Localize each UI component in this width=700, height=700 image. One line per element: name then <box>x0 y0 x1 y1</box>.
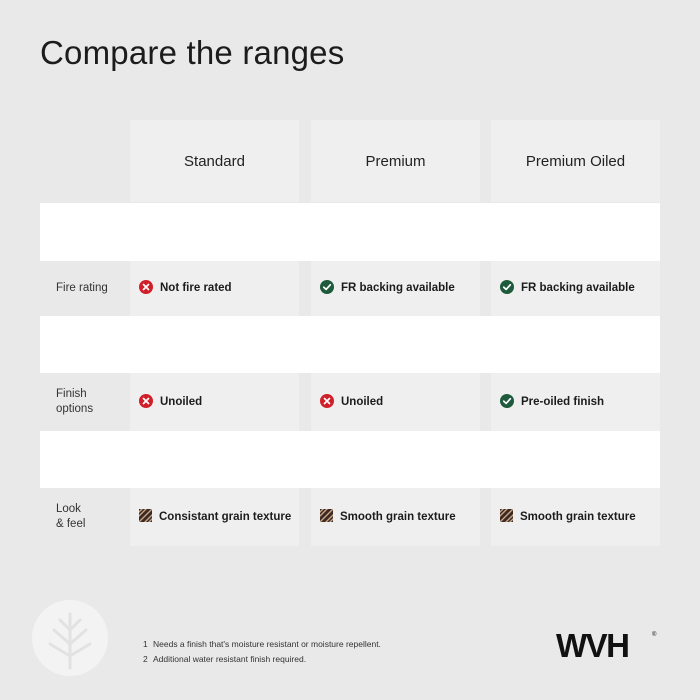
footnotes: 1 Needs a finish that's moisture resista… <box>143 637 381 667</box>
wvh-logo: WVH ® <box>556 627 660 667</box>
column-header: Premium Oiled <box>491 120 660 202</box>
cell-text: Not fire rated <box>160 282 232 294</box>
cell-text: Smooth grain texture <box>340 511 456 523</box>
comparison-cell: Consistant grain texture <box>136 488 292 546</box>
comparison-cell: Pre-oiled finish <box>500 373 604 431</box>
row-label: Finish options <box>56 388 94 415</box>
footnote-2: 2 Additional water resistant finish requ… <box>143 652 381 667</box>
comparison-row <box>40 373 660 431</box>
wood-grain-icon <box>136 506 155 525</box>
cell-background <box>311 373 480 431</box>
row-label: Look & feel <box>56 503 86 530</box>
comparison-row <box>40 203 660 261</box>
cell-background <box>491 488 660 546</box>
cross-icon <box>139 279 153 297</box>
cell-background <box>311 260 480 316</box>
column-header: Premium <box>311 120 480 202</box>
comparison-cell: Unoiled <box>139 373 202 431</box>
cell-text: Pre-oiled finish <box>521 396 605 408</box>
footnote-number: 1 <box>143 639 148 649</box>
logo-text: WVH <box>556 628 629 662</box>
cell-background <box>311 488 480 546</box>
cell-background <box>130 488 299 546</box>
comparison-row <box>40 316 660 373</box>
footnote-number: 2 <box>143 654 148 664</box>
cell-background <box>130 260 299 316</box>
cell-text: Smooth grain texture <box>520 511 636 523</box>
column-header: Standard <box>130 120 299 202</box>
check-icon <box>500 393 514 411</box>
footnote-1: 1 Needs a finish that's moisture resista… <box>143 637 381 652</box>
comparison-cell: FR backing available <box>320 260 455 316</box>
row-label: Fire rating <box>56 281 108 294</box>
cell-text: Unoiled <box>341 396 384 408</box>
footnote-text: Needs a finish that's moisture resistant… <box>153 639 381 649</box>
tree-logo-icon <box>32 600 108 681</box>
check-icon <box>500 279 514 297</box>
comparison-row <box>40 488 660 546</box>
svg-text:®: ® <box>652 631 657 638</box>
page-title: Compare the ranges <box>40 34 345 71</box>
comparison-cell: Smooth grain texture <box>497 488 636 546</box>
cell-text: Unoiled <box>160 396 203 408</box>
comparison-row <box>40 260 660 316</box>
cell-background <box>130 373 299 431</box>
cross-icon <box>139 393 153 411</box>
cell-text: Consistant grain texture <box>159 511 292 523</box>
comparison-cell: Unoiled <box>320 373 383 431</box>
cross-icon <box>320 393 334 411</box>
cell-text: FR backing available <box>521 282 635 294</box>
cell-background <box>491 373 660 431</box>
comparison-row <box>40 431 660 488</box>
comparison-cell: FR backing available <box>500 260 635 316</box>
cell-text: FR backing available <box>341 282 455 294</box>
cell-background <box>491 260 660 316</box>
check-icon <box>320 279 334 297</box>
comparison-cell: Smooth grain texture <box>317 488 456 546</box>
comparison-cell: Not fire rated <box>139 260 232 316</box>
footnote-text: Additional water resistant finish requir… <box>153 654 307 664</box>
wood-grain-icon <box>497 506 516 525</box>
wood-grain-icon <box>317 506 336 525</box>
